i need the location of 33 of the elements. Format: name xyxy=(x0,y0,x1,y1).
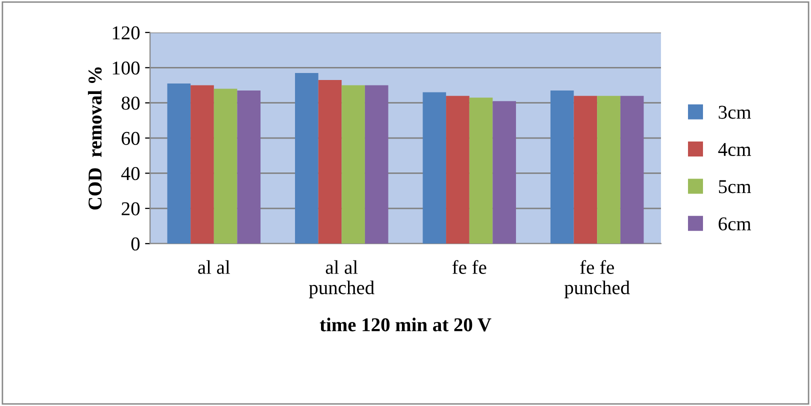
x-tick-label: al al xyxy=(198,260,230,274)
x-axis-title: time 120 min at 20 V xyxy=(320,318,492,332)
y-tick-label: 100 xyxy=(112,61,140,75)
bar xyxy=(318,80,342,244)
y-tick-label: 80 xyxy=(122,96,140,110)
bar xyxy=(214,88,238,244)
bar xyxy=(574,96,598,244)
bar xyxy=(492,101,516,244)
y-tick-label: 0 xyxy=(131,237,140,251)
bar xyxy=(364,85,388,244)
y-tick-label: 120 xyxy=(112,26,140,40)
x-tick-label: al al punched xyxy=(309,260,374,298)
bar xyxy=(295,72,318,244)
y-axis-title: COD removal % xyxy=(88,67,102,210)
legend-label: 6cm xyxy=(718,217,752,230)
bar xyxy=(342,85,365,244)
legend-label: 3cm xyxy=(718,106,752,119)
bar xyxy=(167,84,191,244)
y-tick-label: 20 xyxy=(122,202,140,216)
y-tick-label: 40 xyxy=(121,167,140,180)
bar xyxy=(620,96,644,244)
bar xyxy=(422,92,446,244)
bar xyxy=(597,96,620,244)
bar xyxy=(446,96,470,244)
bar xyxy=(190,85,214,244)
bar xyxy=(550,90,574,244)
legend-label: 5cm xyxy=(718,180,752,194)
x-tick-label: fe fe xyxy=(452,260,486,274)
bar xyxy=(469,98,493,244)
x-tick-label: fe fe punched xyxy=(564,260,630,298)
y-tick-label: 60 xyxy=(122,132,140,145)
bar xyxy=(237,90,261,244)
legend-label: 4cm xyxy=(718,143,752,156)
